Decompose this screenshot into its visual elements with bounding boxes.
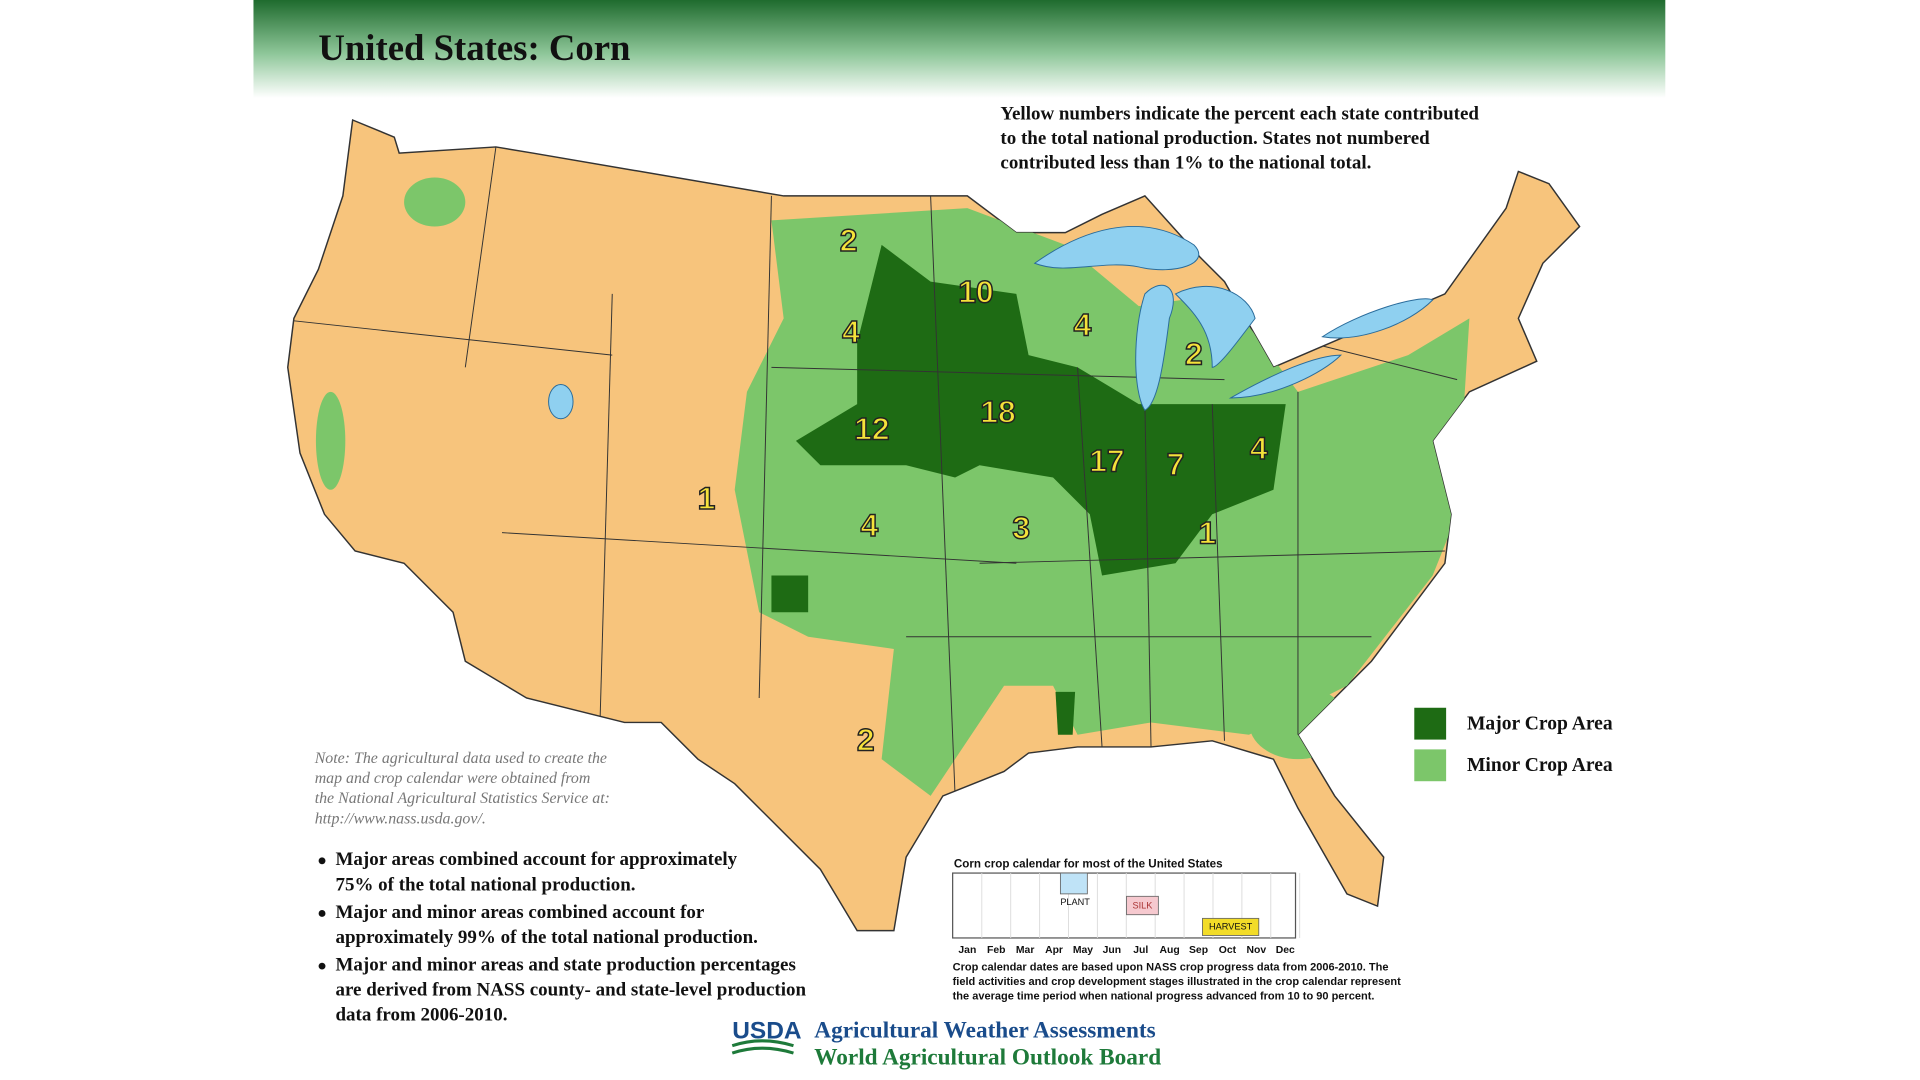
bullet-text: Major areas combined account for approxi… (336, 849, 738, 870)
state-percentage: 4 (1074, 306, 1092, 342)
legend-label: Minor Crop Area (1467, 755, 1613, 776)
page-title: United States: Corn (318, 27, 630, 68)
month-label: Apr (1045, 945, 1063, 956)
month-label: Feb (987, 945, 1005, 956)
major-crop-area (1055, 691, 1076, 735)
legend-swatch (1414, 707, 1447, 740)
month-label: Aug (1160, 945, 1180, 956)
month-label: Jun (1103, 945, 1121, 956)
state-percentage: 12 (854, 410, 889, 446)
month-label: Mar (1016, 945, 1034, 956)
minor-crop-area (404, 177, 466, 227)
footer-text: Agricultural Weather Assessments (814, 1018, 1155, 1044)
stage-label: PLANT (1060, 897, 1090, 907)
month-label: Nov (1247, 945, 1267, 956)
state-percentage: 3 (1012, 510, 1030, 546)
bullet-dot (318, 910, 326, 917)
calendar-caption: Crop calendar dates are based upon NASS … (953, 961, 1389, 973)
state-percentage: 10 (958, 273, 993, 309)
great-lakes (548, 225, 1434, 420)
state-percentage: 4 (1250, 430, 1268, 466)
month-label: Jul (1133, 945, 1148, 956)
major-crop-area (771, 575, 809, 613)
intro-text: contributed less than 1% to the national… (1000, 152, 1371, 173)
bullet-text: Major and minor areas combined account f… (336, 902, 705, 923)
note-text: http://www.nass.usda.gov/. (315, 810, 486, 827)
state-percentage: 4 (842, 314, 860, 350)
month-label: May (1073, 945, 1093, 956)
bullet-text: data from 2006-2010. (336, 1005, 508, 1026)
stage-box (1126, 895, 1159, 916)
state-percentage: 18 (980, 393, 1015, 429)
state-percentage: 1 (1198, 515, 1216, 551)
month-label: Sep (1189, 945, 1208, 956)
note-text: the National Agricultural Statistics Ser… (315, 790, 610, 807)
stage-label: SILK (1133, 901, 1154, 911)
state-percentage: 2 (1185, 336, 1203, 372)
minor-crop-area (315, 391, 346, 490)
month-label: Oct (1219, 945, 1237, 956)
note-text: Note: The agricultural data used to crea… (314, 750, 607, 767)
usda-logo (731, 1039, 794, 1055)
calendar-caption: the average time period when national pr… (953, 991, 1375, 1003)
bullet-text: Major and minor areas and state producti… (336, 954, 796, 975)
bullet-dot (318, 857, 326, 865)
state-percentage: 17 (1089, 442, 1124, 478)
us-map (287, 118, 1581, 932)
calendar-caption: field activities and crop development st… (953, 976, 1401, 988)
usda-logo-text: USDA (732, 1018, 802, 1045)
intro-text: to the total national production. States… (1000, 128, 1430, 149)
state-borders (293, 146, 1458, 796)
calendar-title: Corn crop calendar for most of the Unite… (954, 858, 1223, 871)
legend-swatch (1414, 749, 1447, 782)
footer-text: World Agricultural Outlook Board (814, 1045, 1161, 1071)
state-percentage: 2 (840, 222, 858, 258)
state-percentage: 4 (861, 507, 879, 543)
stage-label: HARVEST (1209, 921, 1253, 931)
header-band (253, 0, 1666, 98)
month-label: Jan (958, 945, 976, 956)
note-text: map and crop calendar were obtained from (315, 770, 591, 787)
stage-box (1059, 872, 1088, 895)
bullet-text: are derived from NASS county- and state-… (336, 980, 807, 1001)
stage-box (1202, 917, 1260, 936)
state-percentage: 2 (857, 721, 875, 757)
major-crop-area (795, 244, 1286, 576)
month-label: Dec (1276, 945, 1295, 956)
bullet-text: approximately 99% of the total national … (336, 927, 758, 948)
bullet-dot (318, 962, 326, 970)
legend-label: Major Crop Area (1467, 713, 1613, 734)
intro-text: Yellow numbers indicate the percent each… (1000, 103, 1479, 124)
bullet-text: 75% of the total national production. (336, 874, 636, 895)
state-percentage: 7 (1167, 446, 1185, 482)
state-percentage: 1 (698, 480, 716, 516)
